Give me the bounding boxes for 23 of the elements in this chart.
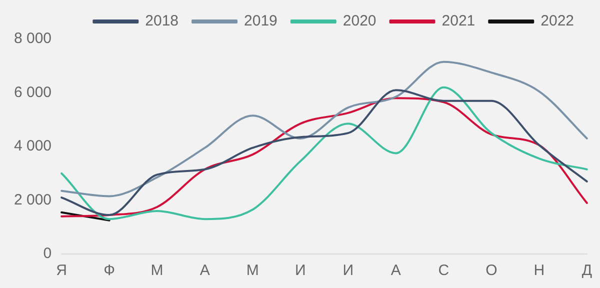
- x-tick-label: И: [294, 262, 306, 280]
- y-tick-label: 0: [43, 245, 52, 262]
- x-tick-label: Я: [56, 262, 67, 280]
- x-tick-label: Ф: [104, 262, 115, 280]
- line-series: [60, 60, 588, 198]
- legend-label: 2021: [442, 12, 476, 30]
- legend-label: 2018: [145, 12, 179, 30]
- x-tick-label: С: [438, 262, 450, 280]
- y-tick-label: 6 000: [14, 84, 52, 101]
- legend-label: 2020: [342, 12, 376, 30]
- legend-label: 2022: [540, 12, 574, 30]
- legend-label: 2019: [244, 12, 278, 30]
- x-tick-label: М: [246, 262, 259, 280]
- y-tick-label: 8 000: [14, 30, 52, 48]
- x-tick-label: И: [342, 262, 354, 280]
- x-tick-label: А: [390, 262, 401, 280]
- x-tick-label: Д: [582, 262, 592, 280]
- y-tick-label: 4 000: [14, 138, 52, 155]
- x-tick-label: М: [150, 262, 164, 280]
- x-tick-label: Н: [534, 262, 545, 280]
- x-tick-label: А: [200, 262, 210, 280]
- y-tick-label: 2 000: [14, 191, 52, 208]
- x-tick-label: О: [486, 262, 498, 280]
